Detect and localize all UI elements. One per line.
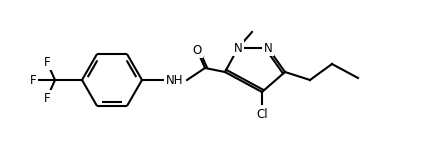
Text: O: O: [192, 44, 202, 56]
Text: Cl: Cl: [256, 107, 268, 120]
Text: F: F: [30, 73, 36, 86]
Text: N: N: [234, 41, 242, 54]
Text: F: F: [44, 56, 50, 68]
Text: NH: NH: [166, 73, 184, 86]
Text: F: F: [44, 92, 50, 105]
Text: N: N: [264, 41, 272, 54]
